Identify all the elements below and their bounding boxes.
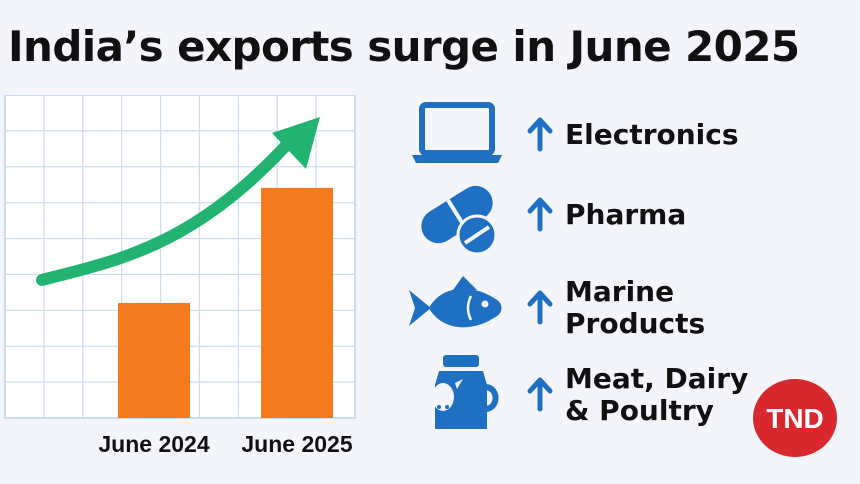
- fish-icon: [409, 276, 502, 328]
- sector-label: Pharma: [565, 198, 687, 231]
- pill-icon: [421, 185, 498, 255]
- up-arrow-icon: [527, 290, 553, 325]
- x-tick-label: June 2025: [241, 431, 352, 457]
- sector-label: Meat, Dairy & Poultry: [565, 362, 749, 427]
- export-bar-chart: June 2024 June 2025: [4, 95, 356, 457]
- laptop-icon: [412, 102, 502, 163]
- sector-item-electronics: Electronics: [405, 95, 765, 175]
- sector-item-meat-dairy-poultry: Meat, Dairy & Poultry: [405, 355, 765, 435]
- page-title: India’s exports surge in June 2025: [8, 22, 800, 71]
- chart-bars: [118, 187, 333, 418]
- up-arrow-icon: [527, 117, 553, 152]
- bar-1: [118, 302, 190, 418]
- milk-can-cow-icon: [423, 355, 499, 429]
- up-arrow-icon: [527, 377, 553, 412]
- chart-x-axis: June 2024 June 2025: [98, 431, 352, 457]
- svg-text:TND: TND: [766, 403, 824, 434]
- sector-label: Electronics: [565, 118, 739, 151]
- trend-arrow-icon: [36, 117, 320, 286]
- tnd-logo: TND: [753, 379, 837, 457]
- sector-item-marine-products: Marine Products: [405, 268, 765, 348]
- x-tick-label: June 2024: [98, 431, 209, 457]
- up-arrow-icon: [527, 197, 553, 232]
- sector-item-pharma: Pharma: [405, 175, 765, 255]
- bar-2: [261, 187, 333, 418]
- sector-label: Marine Products: [565, 275, 706, 340]
